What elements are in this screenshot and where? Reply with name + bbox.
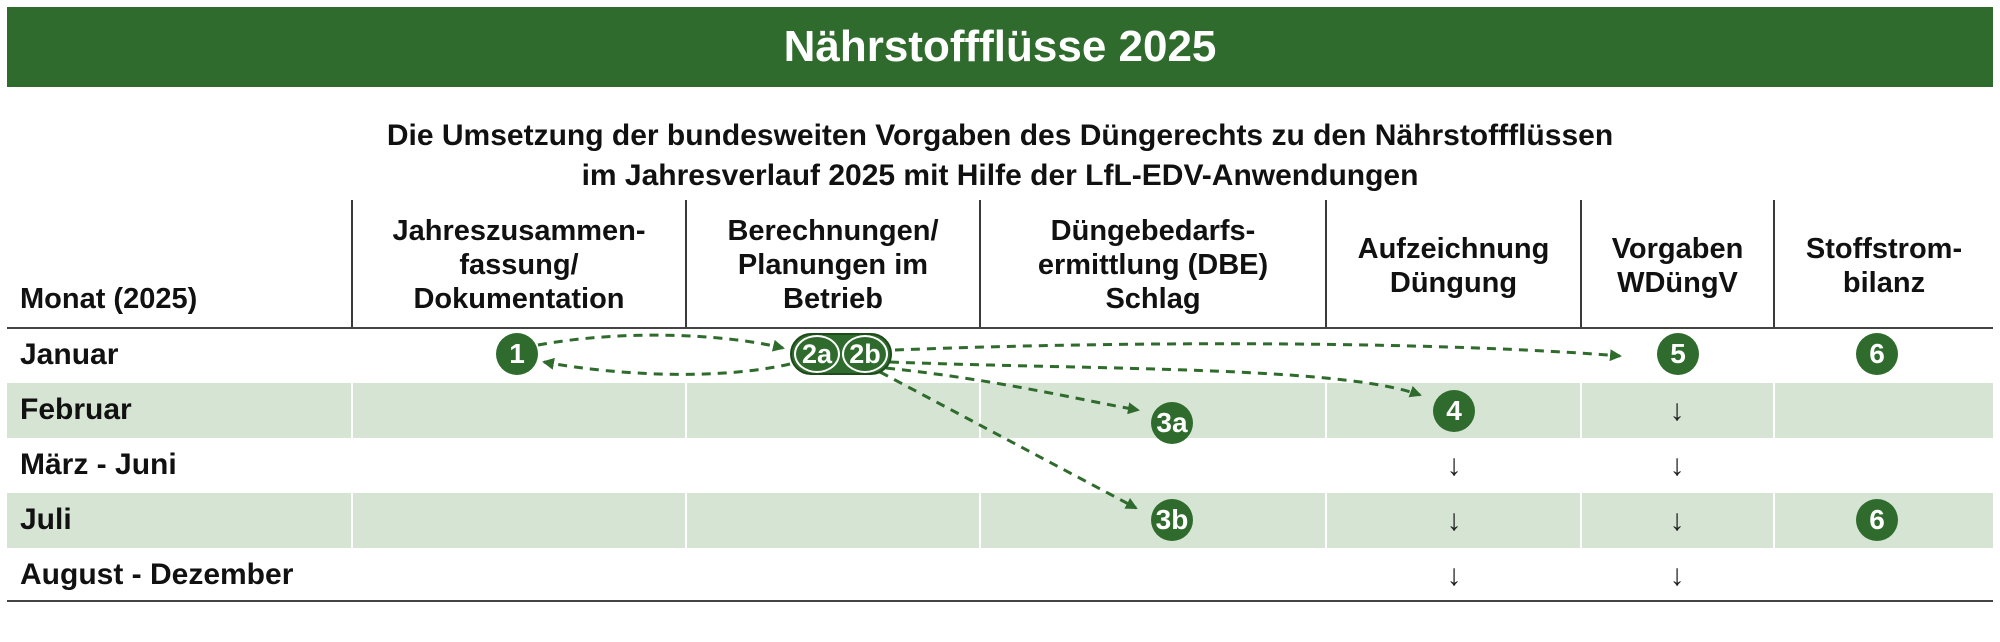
arrow-2b-to-3a [885,366,1140,415]
header-berechnungen: Berechnungen/ Planungen im Betrieb [687,214,979,316]
header-vorgaben: Vorgaben WDüngV [1582,232,1773,300]
row-label-februar: Februar [20,393,132,426]
badge-6-juli: 6 [1856,499,1898,541]
header-stoffstrombilanz: Stoffstrom- bilanz [1775,232,1993,300]
row-label-januar: Januar [20,338,119,371]
down-arrow-icon: ↓ [1446,449,1462,482]
row-band-juli [7,493,1993,548]
badge-1: 1 [496,333,538,375]
down-arrow-icon: ↓ [1446,559,1462,592]
subtitle: Die Umsetzung der bundesweiten Vorgaben … [0,116,2000,196]
band-separator [1325,383,1327,438]
badge-3a: 3a [1151,402,1193,444]
badge-6-januar: 6 [1856,333,1898,375]
down-arrow-icon: ↓ [1669,394,1685,427]
subtitle-line-1: Die Umsetzung der bundesweiten Vorgaben … [386,119,1614,152]
header-line: ermittlung (DBE) [1037,249,1269,281]
header-separator [1773,200,1775,327]
header-separator [979,200,981,327]
down-arrow-icon: ↓ [1669,559,1685,592]
row-label-august-dezember: August - Dezember [20,558,294,591]
badge-3b: 3b [1151,499,1193,541]
down-arrow-icon: ↓ [1446,504,1462,537]
header-rule [7,327,1993,329]
header-aufzeichnung: Aufzeichnung Düngung [1327,232,1580,300]
band-separator [685,493,687,548]
header-line: Jahreszusammen- [392,215,646,247]
header-line: bilanz [1842,267,1926,299]
row-label-juli: Juli [20,503,72,536]
band-separator [1325,493,1327,548]
band-separator [351,383,353,438]
band-separator [351,493,353,548]
header-line: Betrieb [783,283,883,315]
header-separator [685,200,687,327]
header-line: fassung/ [459,249,579,281]
band-separator [979,383,981,438]
badge-2b: 2b [842,335,888,373]
header-month-label: Monat (2025) [20,283,198,315]
header-line: Düngung [1389,267,1518,299]
arrow-2b-to-5 [894,342,1622,362]
band-separator [685,383,687,438]
page-title: Nährstoffflüsse 2025 [783,22,1217,71]
arrow-2b-to-4 [889,360,1422,398]
badge-5: 5 [1657,333,1699,375]
band-separator [1773,493,1775,548]
header-line: Berechnungen/ [727,215,939,247]
title-bar: Nährstoffflüsse 2025 [7,7,1993,87]
header-line: Stoffstrom- [1805,233,1963,265]
subtitle-line-2: im Jahresverlauf 2025 mit Hilfe der LfL-… [581,159,1419,192]
badge-2a: 2a [794,335,840,373]
header-line: Aufzeichnung [1357,233,1550,265]
row-band-februar [7,383,1993,438]
header-separator [1580,200,1582,327]
header-month: Monat (2025) [20,282,197,316]
header-line: WDüngV [1617,267,1738,299]
header-line: Düngebedarfs- [1050,215,1256,247]
header-line: Vorgaben [1611,233,1744,265]
band-separator [1580,383,1582,438]
band-separator [1580,493,1582,548]
row-label-maerz-juni: März - Juni [20,448,177,481]
header-line: Dokumentation [413,283,625,315]
down-arrow-icon: ↓ [1669,504,1685,537]
arrow-2a-to-1 [542,357,791,376]
header-jahreszusammenfassung: Jahreszusammen- fassung/ Dokumentation [353,214,685,316]
header-separator [351,200,353,327]
header-separator [1325,200,1327,327]
band-separator [1773,383,1775,438]
header-duengebedarfsermittlung: Düngebedarfs- ermittlung (DBE) Schlag [981,214,1325,316]
band-separator [979,493,981,548]
badge-4: 4 [1433,390,1475,432]
header-line: Schlag [1105,283,1201,315]
arrow-2b-to-3b [879,370,1138,510]
bottom-rule [7,600,1993,602]
down-arrow-icon: ↓ [1669,449,1685,482]
header-line: Planungen im [737,249,929,281]
arrow-1-to-2a [537,333,785,352]
